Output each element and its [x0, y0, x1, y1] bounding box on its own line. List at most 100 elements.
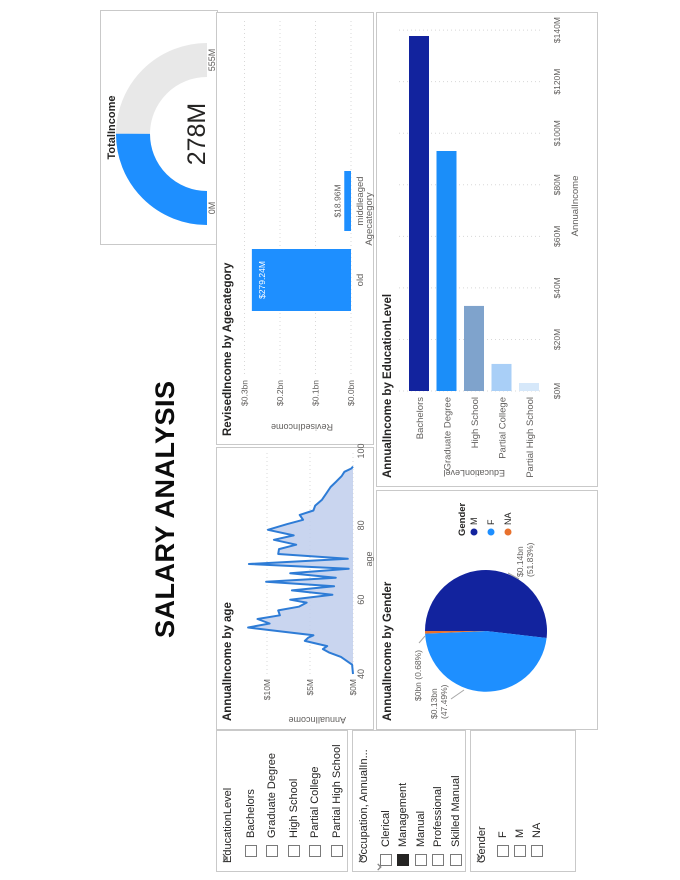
slicer-item-manual[interactable]: Manual	[377, 731, 430, 871]
legend-swatch-m[interactable]	[470, 528, 478, 536]
slicer-header[interactable]: Gender	[476, 737, 488, 863]
education-bar-chart: $0M $20M $40M $60M $80M $100M $120M $140M Bachel…	[399, 17, 581, 478]
annual-income-by-age-card: AnnualIncome by age AnnualIncome $0M $5M $…	[216, 443, 374, 730]
slicer-item-partial-high-school[interactable]: Partial High School	[326, 731, 348, 871]
chevron-down-icon[interactable]	[222, 853, 228, 863]
x-tick-label: 40	[356, 669, 366, 679]
pie-callout-na: $0bn (0.68%)	[413, 650, 423, 701]
slicer-header[interactable]: EducationLevel	[222, 737, 234, 863]
checkbox[interactable]	[287, 845, 300, 857]
slicer-item-skilled-manual[interactable]: Skilled Manual	[377, 731, 465, 871]
checkbox[interactable]	[266, 845, 279, 857]
chevron-down-icon[interactable]	[476, 853, 482, 863]
slicer-item-management[interactable]: Management	[377, 731, 413, 871]
slicer-item-label: Bachelors	[244, 789, 257, 838]
checkbox[interactable]	[244, 845, 257, 857]
pie-callout-m: $0.14bn	[515, 546, 525, 577]
slicer-item-label: Partial High School	[330, 744, 343, 838]
legend-swatch-f[interactable]	[487, 528, 495, 536]
pie-slice-f[interactable]	[425, 631, 547, 692]
bar-graduate-degree[interactable]	[436, 150, 457, 391]
slicer-item-list: Clerical Management Manual Professional Skil…	[377, 731, 465, 871]
bar-bachelors[interactable]	[409, 36, 429, 391]
slicer-item-f[interactable]: F	[494, 731, 511, 871]
slicer-item-label: M	[513, 828, 526, 838]
gauge-value: 278M	[183, 103, 211, 166]
revised-income-chart: $0.0bn $0.1bn $0.2bn $0.3bn $279.24M old $18.9…	[240, 19, 375, 406]
x-tick-label: $120M	[552, 69, 562, 95]
slicer-item-label: Manual	[414, 810, 427, 847]
checkbox[interactable]	[330, 845, 343, 857]
gender-slicer: Gender F M NA	[470, 730, 576, 872]
checkbox[interactable]	[397, 854, 410, 866]
slicer-item-bachelors[interactable]: Bachelors	[240, 731, 262, 871]
y-tick-label: $0.2bn	[275, 380, 285, 406]
annual-income-by-gender-card: AnnualIncome by Gender $0.14bn (51.83%) $0…	[376, 490, 598, 730]
callout-leader-line	[450, 689, 465, 700]
pie-slice-m[interactable]	[425, 570, 547, 638]
x-tick-label: $140M	[552, 17, 562, 43]
y-category-label: High School	[470, 397, 481, 448]
checkbox[interactable]	[513, 845, 526, 857]
slicer-item-list: F M NA	[494, 731, 545, 871]
gauge-value-arc	[115, 133, 208, 225]
total-income-gauge-card: TotalIncome 278M 0M 555M	[100, 10, 218, 245]
checkbox[interactable]	[432, 854, 445, 866]
legend-label-na: NA	[503, 512, 513, 525]
slicer-item-clerical[interactable]: Clerical	[377, 731, 395, 871]
x-tick-label: $60M	[552, 226, 562, 247]
checkbox[interactable]	[530, 845, 543, 857]
checkbox[interactable]	[449, 854, 462, 866]
x-tick-label: $100M	[552, 120, 562, 146]
pie-callout-m: (51.83%)	[525, 542, 535, 577]
bar-high-school[interactable]	[464, 305, 484, 391]
checkbox[interactable]	[414, 854, 427, 866]
legend-swatch-na[interactable]	[504, 528, 512, 536]
y-tick-label: $0M	[348, 679, 358, 696]
slicer-item-professional[interactable]: Professional	[377, 731, 448, 871]
area-line[interactable]	[247, 465, 354, 675]
callout-leader-line	[507, 572, 520, 580]
slicer-header-label: EducationLevel	[222, 787, 234, 863]
slicer-item-m[interactable]: M	[511, 731, 528, 871]
y-tick-label: $0.3bn	[240, 380, 250, 406]
slicer-item-label: High School	[287, 778, 300, 838]
slicer-header[interactable]: Occupation, AnnualIn...	[358, 737, 370, 863]
slicer-item-partial-college[interactable]: Partial College	[305, 731, 327, 871]
slicer-item-label: Management	[397, 782, 410, 847]
slicer-item-label: Skilled Manual	[449, 775, 462, 847]
x-category-label: middleaged	[355, 176, 366, 225]
pie-callout-f: $0.13bn	[429, 688, 439, 719]
bar-partial-college[interactable]	[491, 363, 512, 391]
x-tick-label: $80M	[552, 174, 562, 195]
checkbox[interactable]	[496, 845, 509, 857]
y-tick-label: $0.0bn	[346, 380, 356, 406]
x-tick-label: $0M	[552, 383, 562, 400]
slicer-item-label: F	[496, 831, 509, 838]
occupation-slicer: Occupation, AnnualIn... Clerical Manageme…	[352, 730, 466, 872]
slicer-item-na[interactable]: NA	[528, 731, 545, 871]
x-tick-label: $20M	[552, 329, 562, 350]
gender-pie-chart: $0.14bn (51.83%) $0.13bn (47.49%) $0bn (0.68…	[413, 502, 547, 719]
slicer-item-list: Bachelors Graduate Degree High School Parti…	[240, 731, 348, 871]
x-tick-label: 60	[356, 595, 366, 605]
pie-slice-na[interactable]	[425, 631, 486, 634]
slicer-item-high-school[interactable]: High School	[283, 731, 305, 871]
slicer-header-label: Occupation, AnnualIn...	[358, 749, 370, 863]
legend-label-m: M	[469, 518, 479, 526]
x-tick-label: $40M	[552, 277, 562, 298]
slicer-item-graduate-degree[interactable]: Graduate Degree	[262, 731, 284, 871]
slicer-item-label: NA	[530, 822, 543, 838]
y-category-label: Bachelors	[415, 397, 426, 439]
bar-middleaged[interactable]	[344, 171, 352, 231]
bar-old[interactable]	[251, 249, 352, 311]
checkbox[interactable]	[309, 845, 322, 857]
bar-value-label: $279.24M	[257, 261, 267, 299]
legend-label-f: F	[486, 519, 496, 525]
chevron-down-icon[interactable]	[358, 853, 364, 863]
area-fill	[248, 466, 353, 674]
chevron-down-icon[interactable]	[377, 863, 382, 871]
bar-partial-high-school[interactable]	[519, 383, 539, 391]
pie-callout-f: (47.49%)	[439, 684, 449, 719]
